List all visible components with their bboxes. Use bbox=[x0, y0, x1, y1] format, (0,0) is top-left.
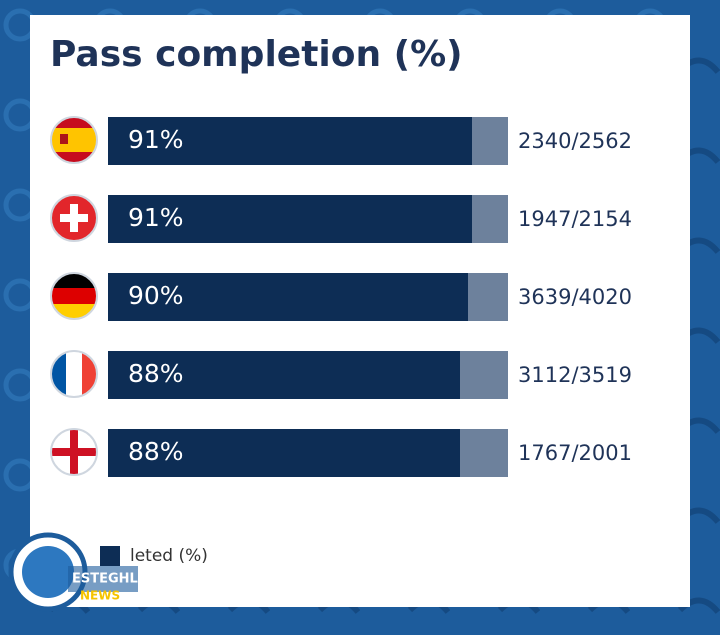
value-label: 91% bbox=[128, 203, 184, 232]
completed-label: 2340/2562 bbox=[518, 129, 632, 153]
bar bbox=[108, 429, 460, 477]
watermark-subtitle: NEWS bbox=[80, 589, 120, 603]
flag-spain bbox=[51, 117, 97, 163]
value-label: 88% bbox=[128, 437, 184, 466]
watermark-name: ESTEGHLAL bbox=[72, 572, 156, 587]
flag-switzerland bbox=[51, 195, 97, 241]
bar bbox=[108, 117, 472, 165]
bar bbox=[108, 273, 468, 321]
bar bbox=[108, 351, 460, 399]
completed-label: 1767/2001 bbox=[518, 441, 632, 465]
value-label: 88% bbox=[128, 359, 184, 388]
legend-label: leted (%) bbox=[130, 546, 208, 566]
legend-swatch bbox=[100, 546, 120, 566]
flag-england bbox=[51, 429, 97, 475]
completed-label: 1947/2154 bbox=[518, 207, 632, 231]
value-label: 90% bbox=[128, 281, 184, 310]
completed-label: 3112/3519 bbox=[518, 363, 632, 387]
value-label: 91% bbox=[128, 125, 184, 154]
bar bbox=[108, 195, 472, 243]
flag-rings bbox=[50, 116, 98, 476]
completed-label: 3639/4020 bbox=[518, 285, 632, 309]
watermark-logo bbox=[8, 532, 138, 612]
chart-title: Pass completion (%) bbox=[50, 34, 463, 75]
